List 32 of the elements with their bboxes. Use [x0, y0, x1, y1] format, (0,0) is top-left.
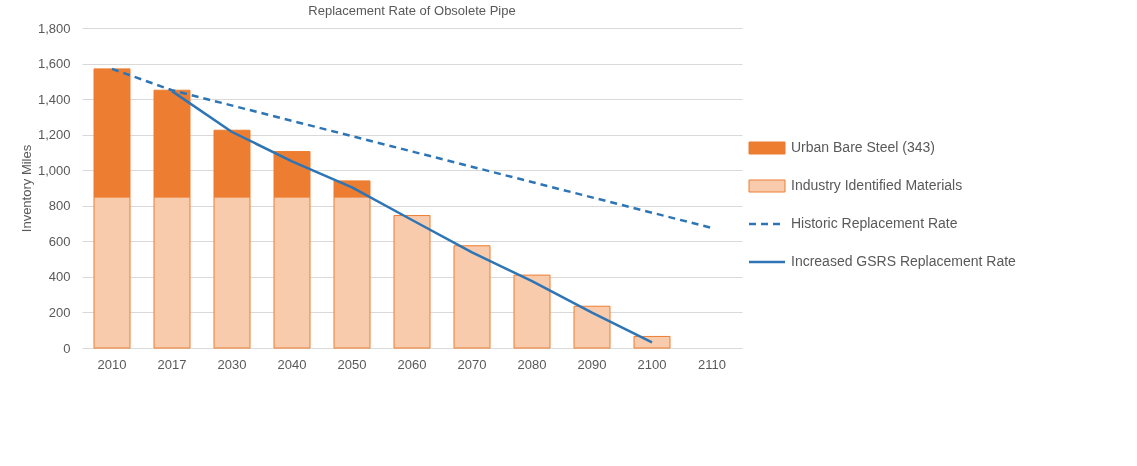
legend-label: Industry Identified Materials — [791, 177, 963, 193]
y-tick-label: 1,200 — [37, 127, 71, 143]
x-tick-label: 2090 — [577, 356, 607, 372]
x-tick-label: 2070 — [457, 356, 487, 372]
legend-label: Historic Replacement Rate — [791, 215, 958, 231]
y-tick-label: 1,800 — [37, 20, 71, 36]
bar — [633, 335, 671, 349]
x-tick-label: 2110 — [698, 356, 726, 372]
bar — [573, 305, 611, 349]
y-tick-label: 1,000 — [37, 162, 71, 178]
y-tick-label: 1,600 — [37, 56, 71, 72]
x-tick-label: 2017 — [157, 356, 187, 372]
y-tick-label: 600 — [48, 233, 71, 249]
chart-title: Replacement Rate of Obsolete Pipe — [308, 3, 516, 18]
x-tick-label: 2050 — [337, 356, 367, 372]
x-tick-label: 2080 — [517, 356, 547, 372]
bar — [393, 215, 431, 349]
legend-label: Increased GSRS Replacement Rate — [791, 253, 1017, 269]
x-tick-label: 2060 — [397, 356, 427, 372]
bar — [513, 274, 551, 349]
bar — [453, 245, 491, 349]
y-tick-label: 400 — [48, 269, 71, 285]
legend-label: Urban Bare Steel (343) — [791, 139, 935, 155]
y-tick-label: 800 — [48, 198, 71, 214]
x-tick-label: 2030 — [217, 356, 247, 372]
x-tick-label: 2040 — [277, 356, 307, 372]
y-tick-label: 0 — [63, 340, 71, 356]
y-tick-label: 200 — [48, 304, 71, 320]
y-axis-title: Inventory Miles — [18, 144, 34, 233]
x-tick-label: 2100 — [637, 356, 667, 372]
x-tick-label: 2010 — [97, 356, 127, 372]
y-tick-label: 1,400 — [37, 91, 71, 107]
